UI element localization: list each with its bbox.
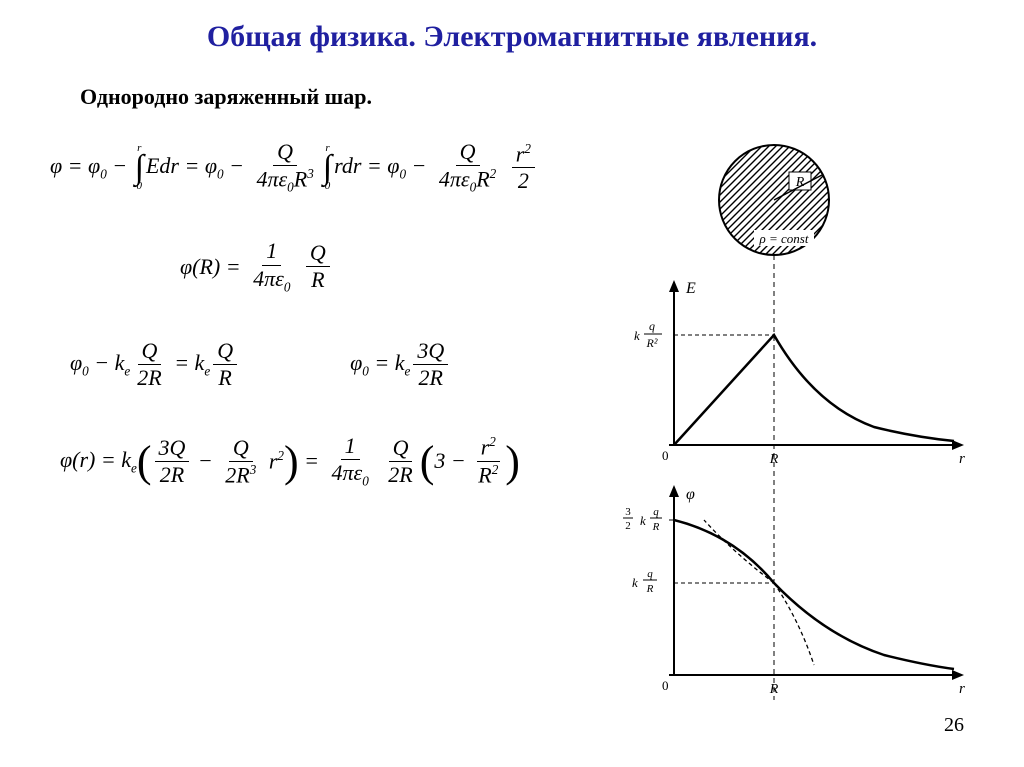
equations-block: φ = φ0 − r∫0 Edr = φ0 − Q4πε0R3 r∫0 rdr … (40, 140, 614, 700)
svg-text:r: r (959, 681, 965, 697)
svg-text:q: q (647, 568, 653, 580)
svg-text:φ: φ (686, 486, 695, 503)
svg-text:0: 0 (662, 448, 669, 463)
svg-text:R: R (769, 452, 779, 467)
chart-E: E k q R² R 0 r (634, 280, 965, 467)
svg-text:0: 0 (662, 678, 669, 693)
svg-text:R: R (652, 521, 660, 533)
svg-text:ρ = const: ρ = const (759, 231, 809, 246)
chart-phi: φ 3 2 k q R k q (623, 485, 965, 697)
equation-phi-of-r: φ(r) = ke ( 3Q2R − Q2R3 r2 ) = 14πε0 Q2R… (60, 434, 604, 489)
equation-phi0: φ0 = ke 3Q2R (350, 339, 451, 390)
equation-phi-integral: φ = φ0 − r∫0 Edr = φ0 − Q4πε0R3 r∫0 rdr … (50, 140, 604, 195)
figures-block: R ρ = const E (614, 140, 984, 700)
svg-text:k: k (634, 328, 640, 343)
svg-text:q: q (649, 319, 655, 333)
svg-text:E: E (685, 280, 696, 297)
svg-text:k: k (640, 513, 646, 528)
subtitle: Однородно заряженный шар. (80, 84, 984, 110)
svg-text:3: 3 (625, 506, 631, 518)
page-number: 26 (944, 714, 964, 737)
equation-phi0-minus: φ0 − ke Q2R = ke QR (70, 339, 240, 390)
page-title: Общая физика. Электромагнитные явления. (40, 20, 984, 54)
svg-text:R²: R² (646, 336, 658, 350)
svg-text:2: 2 (625, 520, 631, 532)
equation-phi-at-R: φ(R) = 14πε0 QR (180, 239, 604, 294)
svg-text:q: q (653, 506, 659, 518)
svg-text:R: R (769, 682, 779, 697)
svg-text:r: r (959, 451, 965, 467)
svg-text:k: k (632, 575, 638, 590)
svg-text:R: R (646, 583, 654, 595)
